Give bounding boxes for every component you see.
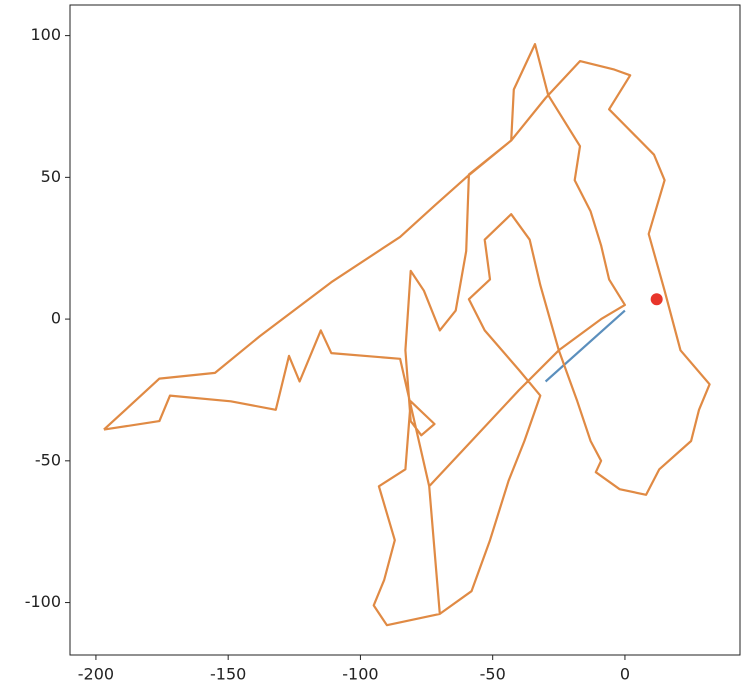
series-line xyxy=(103,43,711,627)
x-tick-label: 0 xyxy=(620,665,630,684)
y-tick-label: -100 xyxy=(25,592,61,611)
axes-frame xyxy=(69,4,741,656)
y-tick-label: 100 xyxy=(30,25,61,44)
series-line xyxy=(544,309,626,383)
x-tick-label: -200 xyxy=(78,665,114,684)
y-tick-label: 0 xyxy=(51,309,61,328)
x-tick-label: -50 xyxy=(480,665,506,684)
x-tick-label: -150 xyxy=(210,665,246,684)
x-tick-label: -100 xyxy=(342,665,378,684)
y-tick-label: 50 xyxy=(41,167,61,186)
y-tick-label: -50 xyxy=(35,450,61,469)
point xyxy=(650,293,663,306)
